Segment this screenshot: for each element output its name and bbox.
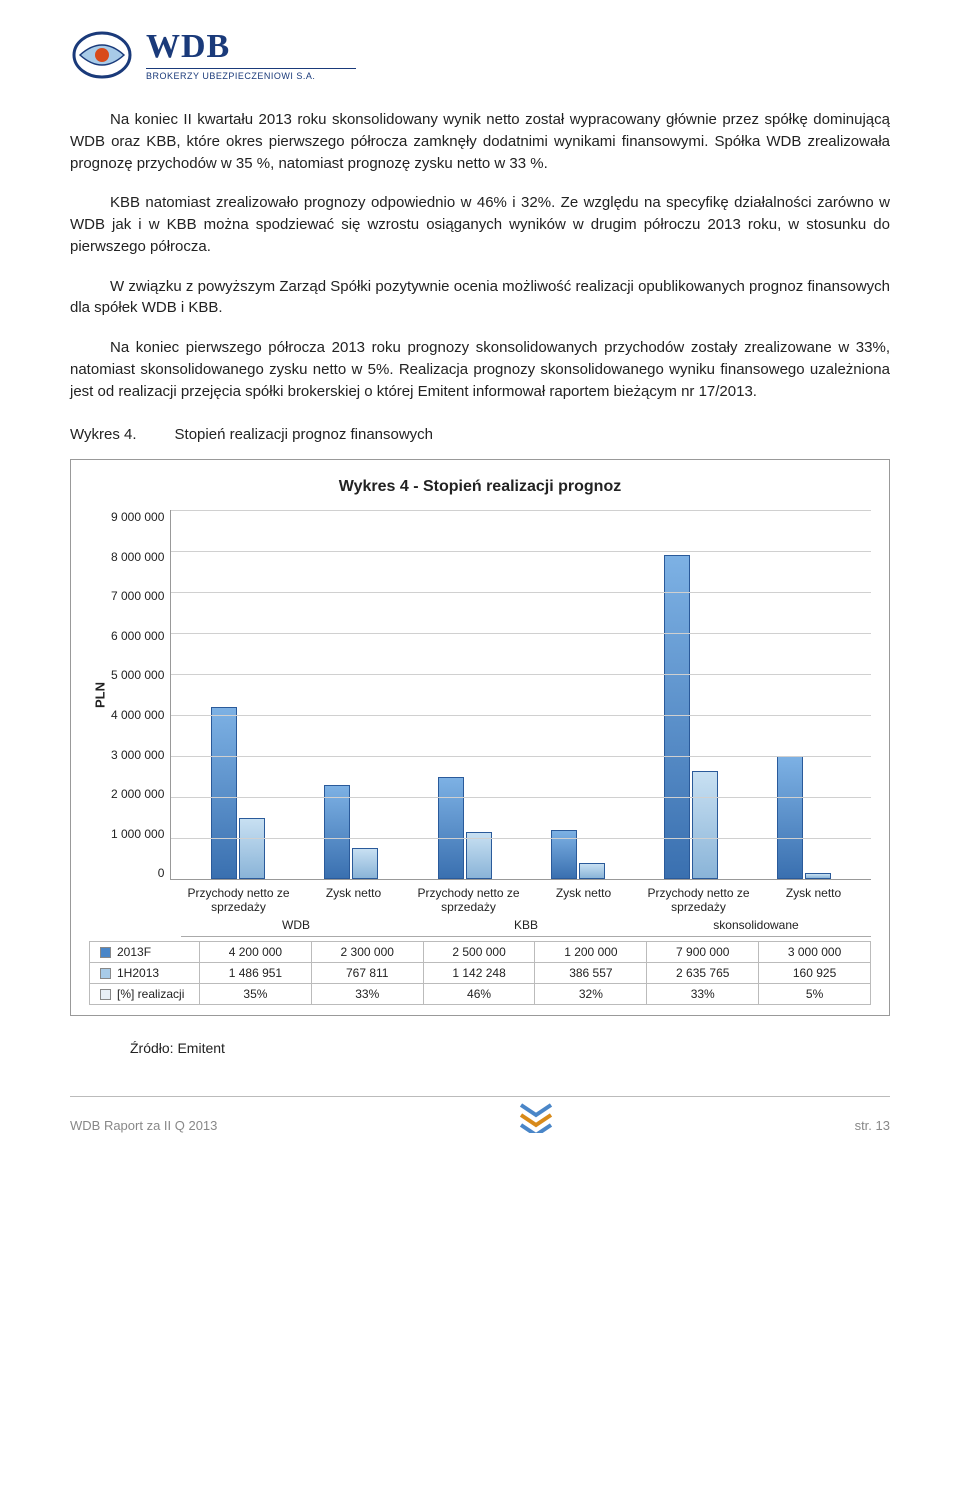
chart-plot-area <box>170 510 871 880</box>
chart-container: Wykres 4 - Stopień realizacji prognoz PL… <box>70 459 890 1016</box>
chart-xaxis-group: WDBKBBskonsolidowane <box>181 914 871 937</box>
paragraph-3: W związku z powyższym Zarząd Spółki pozy… <box>70 276 890 320</box>
chart-caption: Wykres 4.Stopień realizacji prognoz fina… <box>70 426 890 443</box>
page-footer: WDB Raport za II Q 2013 str. 13 <box>70 1096 890 1133</box>
source-label: Źródło: Emitent <box>130 1040 890 1056</box>
paragraph-2: KBB natomiast zrealizowało prognozy odpo… <box>70 192 890 257</box>
logo: WDB BROKERZY UBEZPIECZENIOWI S.A. <box>70 28 890 81</box>
chart-xaxis-sub: Przychody netto ze sprzedażyZysk nettoPr… <box>181 880 871 914</box>
footer-right: str. 13 <box>855 1118 890 1133</box>
chart-title: Wykres 4 - Stopień realizacji prognoz <box>89 478 871 496</box>
chevron-down-icon <box>519 1103 553 1133</box>
wdb-logo-icon <box>70 30 134 80</box>
paragraph-1: Na koniec II kwartału 2013 roku skonsoli… <box>70 109 890 174</box>
chart-ylabel: PLN <box>89 510 111 880</box>
logo-text-sub: BROKERZY UBEZPIECZENIOWI S.A. <box>146 71 356 81</box>
chart-data-table: 2013F4 200 0002 300 0002 500 0001 200 00… <box>89 941 871 1005</box>
logo-text-main: WDB <box>146 28 356 66</box>
paragraph-4: Na koniec pierwszego półrocza 2013 roku … <box>70 337 890 402</box>
footer-left: WDB Raport za II Q 2013 <box>70 1118 217 1133</box>
chart-yaxis: 9 000 0008 000 0007 000 0006 000 0005 00… <box>111 510 170 880</box>
